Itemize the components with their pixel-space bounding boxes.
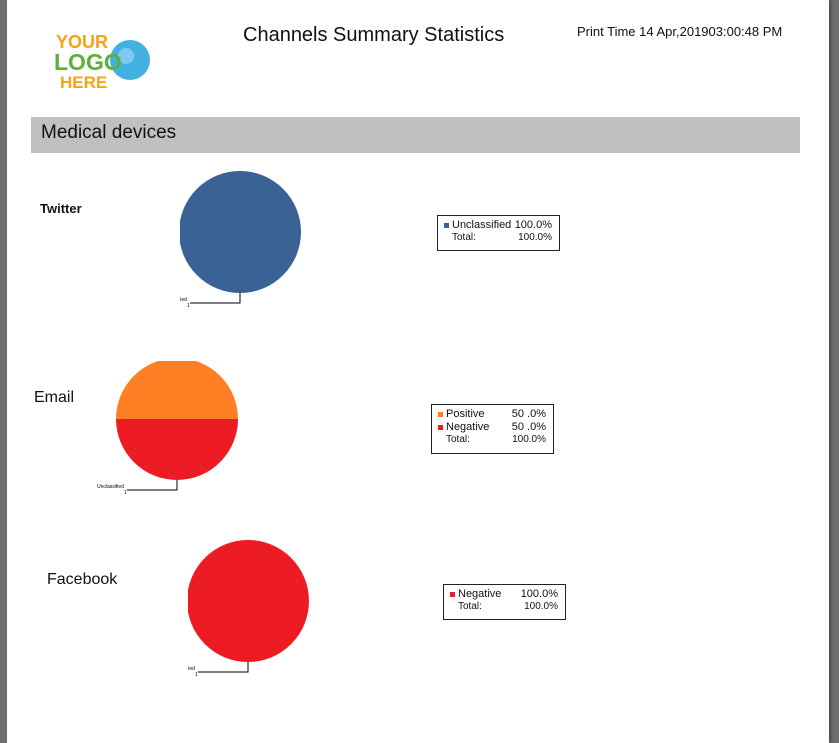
legend-swatch: [438, 412, 443, 417]
logo-line-1: YOUR: [56, 32, 108, 52]
channel-label-email: Email: [34, 389, 75, 406]
pie-label-count: 1: [195, 672, 198, 678]
pie-label-count: 1: [124, 490, 127, 496]
logo-line-3: HERE: [60, 73, 107, 92]
legend-item-label: Positive: [446, 408, 485, 420]
legend-total-value: 100.0%: [512, 434, 546, 445]
pie-slice-unclassified: [180, 171, 301, 293]
company-logo: YOUR LOGO HERE: [54, 32, 150, 92]
pie-label: Unclassified: [180, 297, 187, 303]
pie-slice-negative: [188, 540, 309, 662]
legend-swatch: [438, 425, 443, 430]
legend-total-row: Total: 100.0%: [444, 601, 565, 614]
legend-total-value: 100.0%: [518, 232, 552, 243]
legend-total-value: 100.0%: [524, 601, 558, 612]
channel-label-facebook: Facebook: [47, 571, 118, 588]
legend-item-label: Negative: [458, 588, 502, 600]
pie-label-count: 1: [187, 303, 190, 309]
pie-leader-line: [198, 662, 249, 673]
pie-label: Unclassified: [188, 666, 195, 672]
legend-item-value: 100.0%: [514, 219, 552, 231]
pie-label: Unclassified: [97, 484, 124, 490]
legend-email: Positive 50 .0% Negative 50 .0% Total: 100.0%: [431, 404, 554, 454]
pie-slice-negative: [116, 419, 238, 480]
legend-total-row: Total: 100.0%: [438, 232, 559, 245]
pie-leader-line: [190, 293, 241, 304]
section-header-bar: Medical devices: [31, 117, 800, 153]
legend-item-value: 100.0%: [520, 588, 558, 600]
legend-item-value: 50 .0%: [511, 408, 546, 420]
legend-twitter: Unclassified 100.0% Total: 100.0%: [437, 215, 560, 251]
report-title: Channels Summary Statistics: [243, 24, 505, 46]
legend-facebook: Negative 100.0% Total: 100.0%: [443, 584, 566, 620]
channel-label-twitter: Twitter: [40, 201, 82, 216]
legend-total-label: Total:: [458, 601, 482, 612]
report-page: YOUR LOGO HERE Channels Summary Statisti…: [7, 0, 829, 743]
pie-slice-positive: [116, 361, 238, 419]
legend-item: Positive 50 .0%: [432, 408, 553, 421]
print-time: Print Time 14 Apr,201903:00:48 PM: [577, 24, 783, 39]
section-title: Medical devices: [41, 122, 177, 143]
legend-swatch: [444, 223, 449, 228]
legend-item: Negative 100.0%: [444, 588, 565, 601]
logo-line-2: LOGO: [54, 49, 122, 75]
legend-item-value: 50 .0%: [511, 421, 546, 433]
legend-swatch: [450, 592, 455, 597]
legend-total-label: Total:: [452, 232, 476, 243]
legend-item-label: Negative: [446, 421, 490, 433]
legend-item: Unclassified 100.0%: [438, 219, 559, 232]
legend-total-label: Total:: [446, 434, 470, 445]
legend-item: Negative 50 .0%: [432, 421, 553, 434]
pie-leader-line: [127, 480, 178, 491]
legend-item-label: Unclassified: [452, 219, 512, 231]
legend-total-row: Total: 100.0%: [432, 434, 553, 447]
